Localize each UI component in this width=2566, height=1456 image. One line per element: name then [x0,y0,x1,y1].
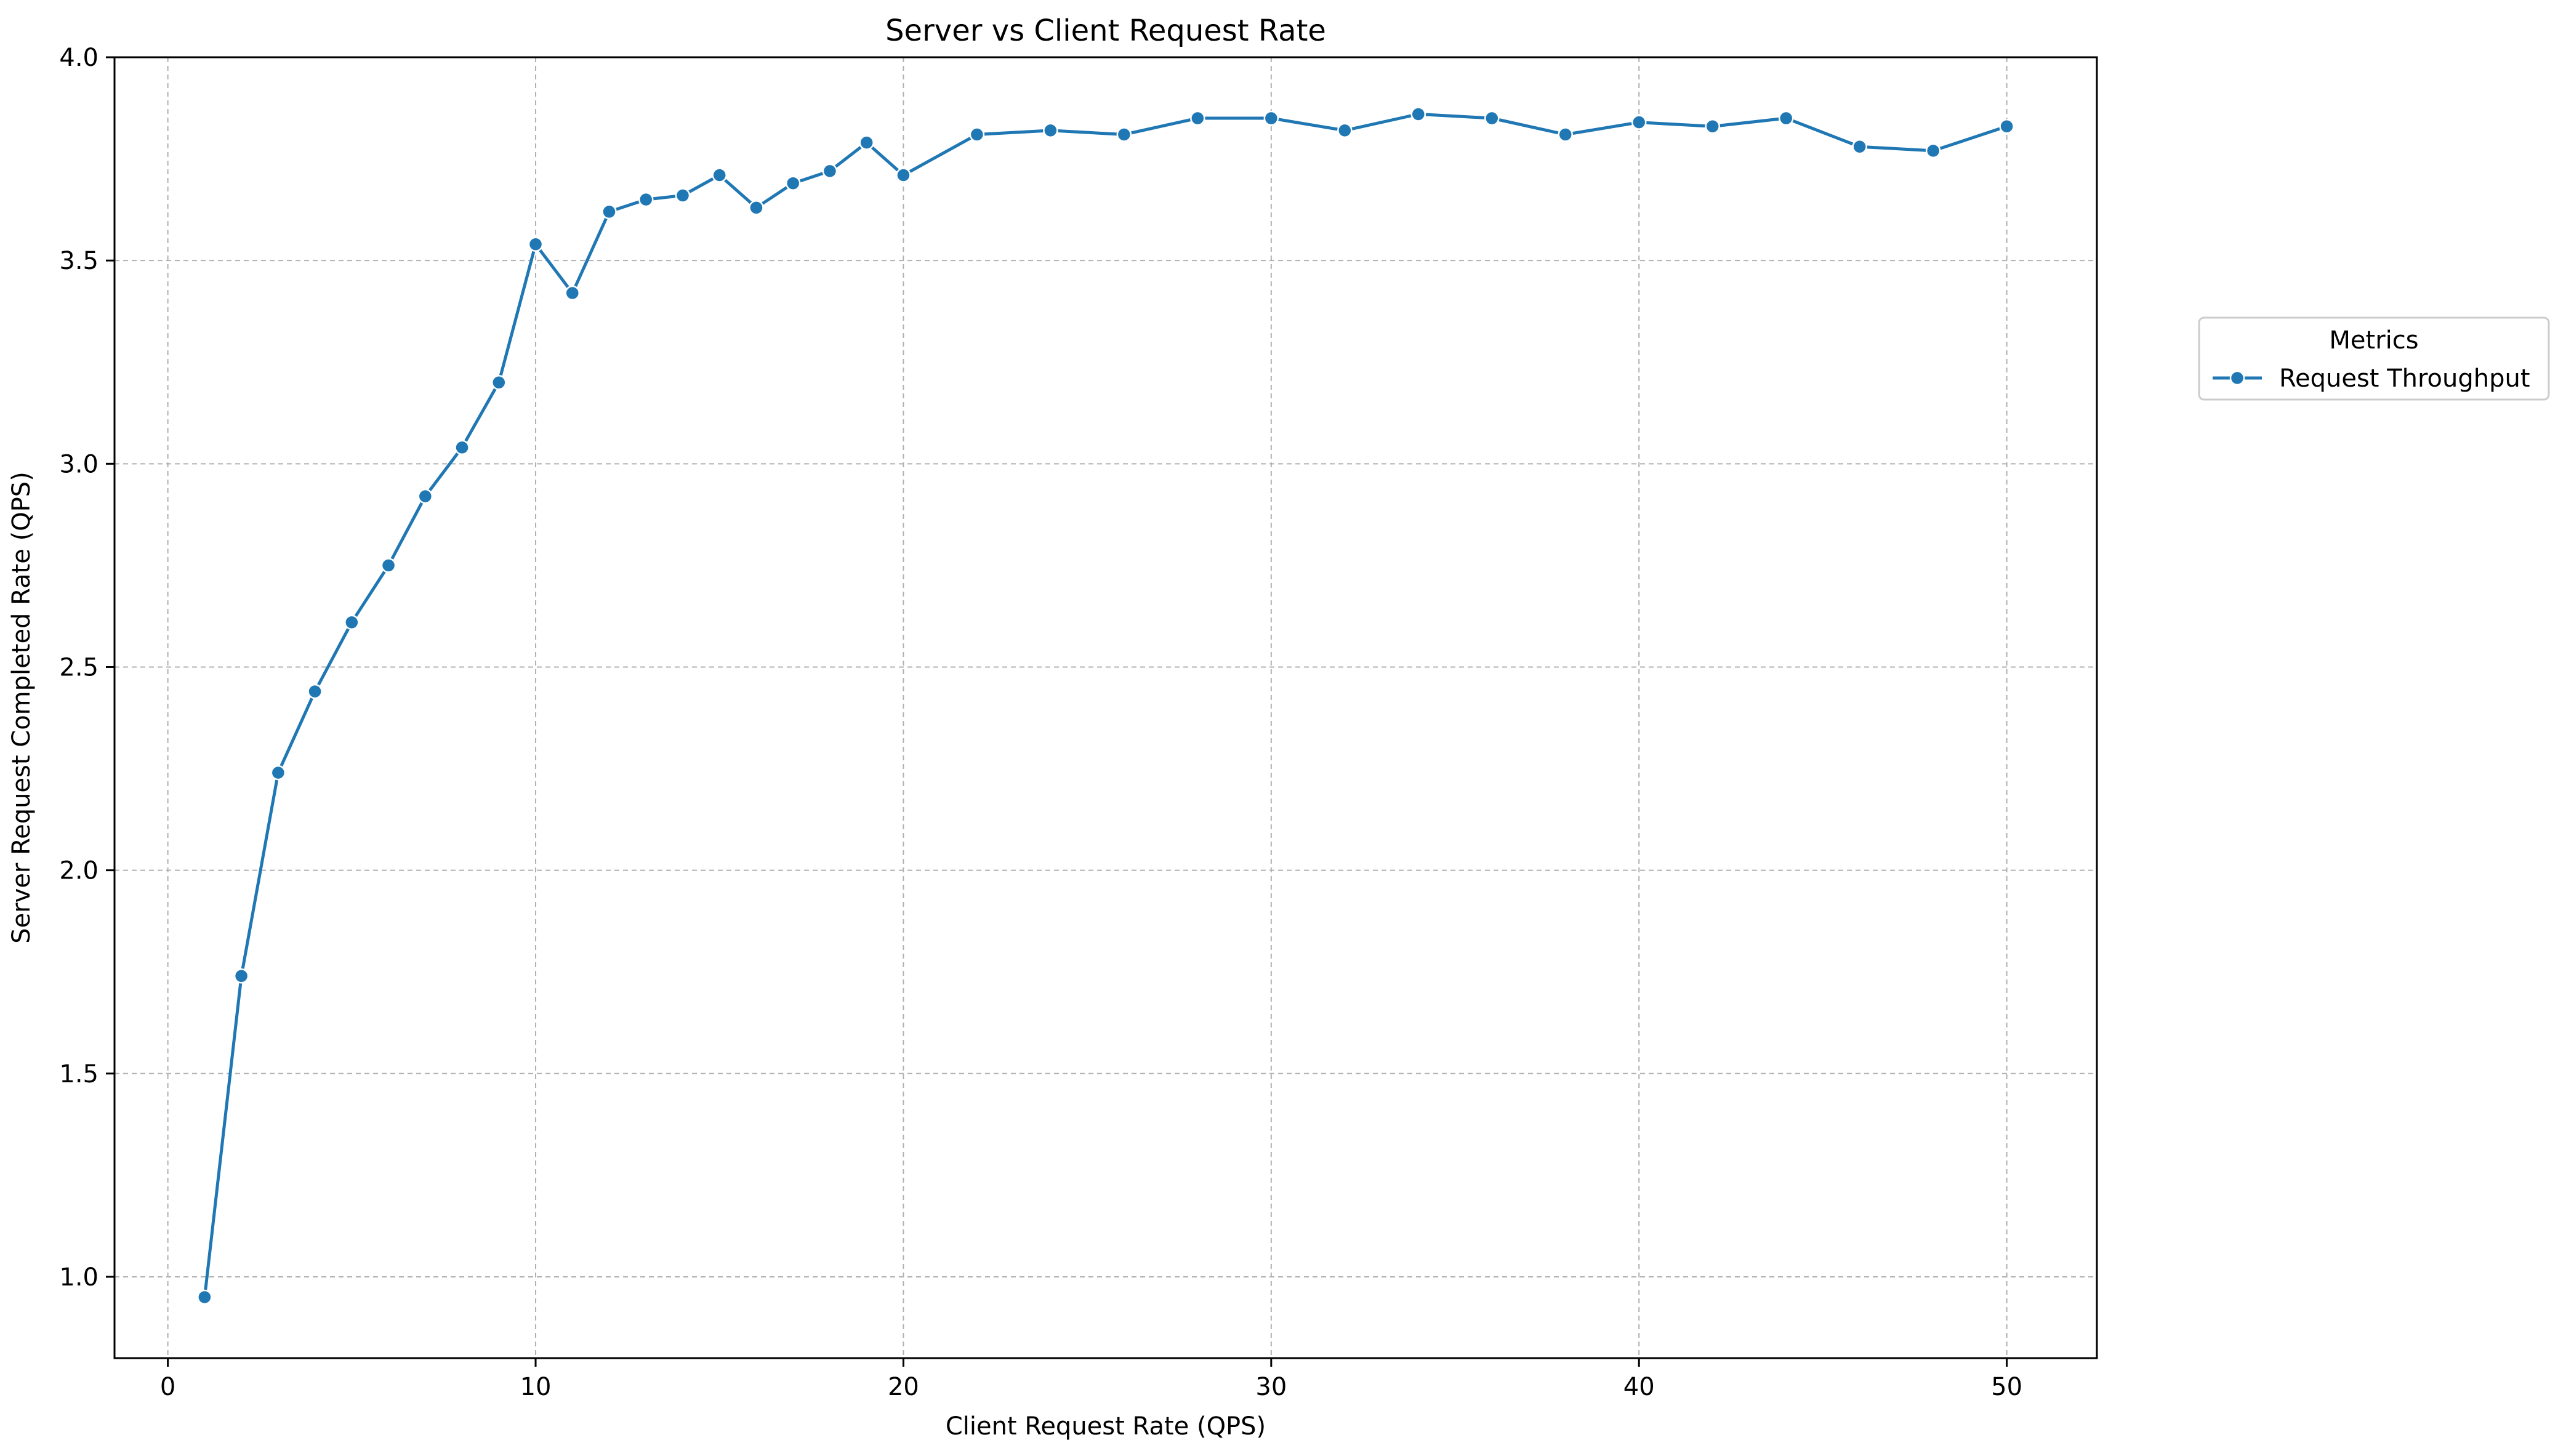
data-point [1484,110,1500,126]
data-point [1778,110,1794,126]
data-point [822,163,838,179]
data-point [749,200,764,215]
data-point [785,175,801,191]
data-point [896,167,911,183]
data-point [380,558,396,573]
y-tick-label: 3.0 [59,450,99,478]
data-point [491,375,507,390]
data-point [1043,123,1058,139]
data-point [1705,119,1720,134]
chart-title: Server vs Client Request Rate [885,14,1326,48]
data-point [601,204,617,220]
legend-title: Metrics [2329,326,2418,355]
x-tick-label: 0 [160,1373,175,1401]
data-point [344,614,360,630]
x-tick-label: 40 [1623,1373,1655,1401]
data-point [638,191,654,207]
x-tick-label: 50 [1991,1373,2022,1401]
data-point [197,1289,212,1305]
data-point [233,968,249,984]
data-point [307,683,323,699]
data-point [1263,110,1279,126]
data-point [1999,119,2014,134]
data-point [565,285,581,301]
y-tick-label: 2.0 [59,857,99,885]
series-layer [197,107,2014,1305]
grid-lines [115,57,2097,1358]
data-point [712,167,727,183]
y-tick-label: 2.5 [59,653,99,682]
x-axis-ticks: 0 10 20 30 40 50 [160,1358,2022,1401]
y-tick-label: 4.0 [59,44,99,72]
data-point [417,488,433,504]
data-point [1925,143,1941,159]
data-point [1410,107,1426,122]
data-point [675,188,691,203]
y-tick-label: 1.5 [59,1060,99,1088]
y-axis-title: Server Request Completed Rate (QPS) [7,472,36,944]
legend-series-marker [2229,370,2245,386]
y-tick-label: 3.5 [59,247,99,275]
data-point [528,236,544,252]
data-point [859,135,874,150]
data-point [454,440,470,456]
x-tick-label: 10 [520,1373,552,1401]
data-point [1337,123,1353,139]
x-axis-title: Client Request Rate (QPS) [946,1412,1266,1441]
data-point [1631,115,1647,130]
data-point [969,127,985,142]
series-line [203,112,2008,1298]
data-point [1558,127,1574,142]
data-point [1116,127,1132,142]
y-tick-label: 1.0 [59,1263,99,1292]
plot-area-frame [113,56,2098,1359]
y-axis-ticks: 1.0 1.5 2.0 2.5 3.0 3.5 4.0 [59,44,115,1292]
x-tick-label: 20 [888,1373,919,1401]
data-point [1190,110,1205,126]
legend: Metrics Request Throughput [2198,316,2550,401]
legend-series-label: Request Throughput [2279,364,2530,393]
legend-box [2198,316,2550,401]
data-point [1852,139,1867,155]
data-point [270,765,286,781]
x-tick-label: 30 [1255,1373,1287,1401]
